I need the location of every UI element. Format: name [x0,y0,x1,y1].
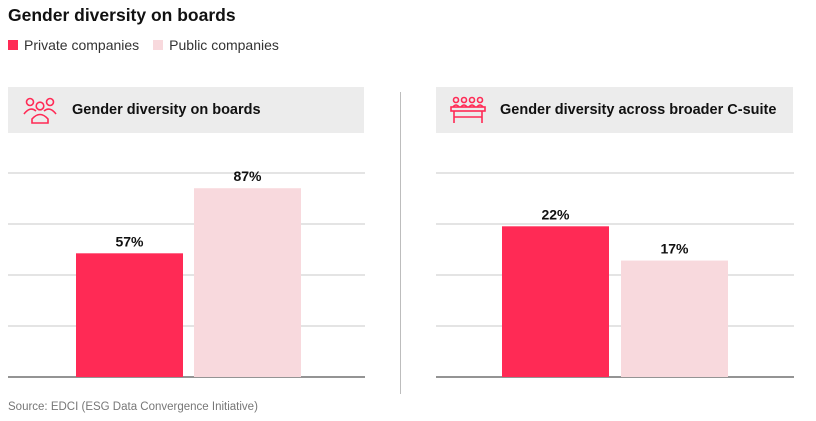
bar-public [621,260,728,377]
panel-header-boards: Gender diversity on boards [8,87,364,133]
data-label-private: 57% [115,233,144,249]
panel-header-label-csuite: Gender diversity across broader C-suite [500,102,777,118]
people-group-icon [20,95,60,125]
chart-title: Gender diversity on boards [8,5,236,25]
legend-swatch-public [153,40,164,50]
bar-private [76,253,183,377]
legend-item-public: Public companies [153,37,279,53]
bar-public [194,188,301,377]
data-label-private: 22% [541,206,570,222]
chart-csuite: 22% 17% [436,172,794,378]
bar-private [502,226,609,377]
legend-item-private: Private companies [8,37,139,53]
legend-label-private: Private companies [24,37,140,53]
source-note: Source: EDCI (ESG Data Convergence Initi… [8,401,258,413]
chart-boards: 57% 87% [8,168,365,378]
data-label-public: 17% [660,241,689,257]
panel-header-csuite: Gender diversity across broader C-suite [436,87,793,133]
meeting-table-icon [448,95,488,125]
legend-label-public: Public companies [169,37,279,53]
data-label-public: 87% [233,168,262,184]
legend-swatch-private [8,40,18,50]
legend: Private companies Public companies [8,37,293,53]
panel-header-label-boards: Gender diversity on boards [72,102,261,118]
panel-divider [400,92,401,394]
